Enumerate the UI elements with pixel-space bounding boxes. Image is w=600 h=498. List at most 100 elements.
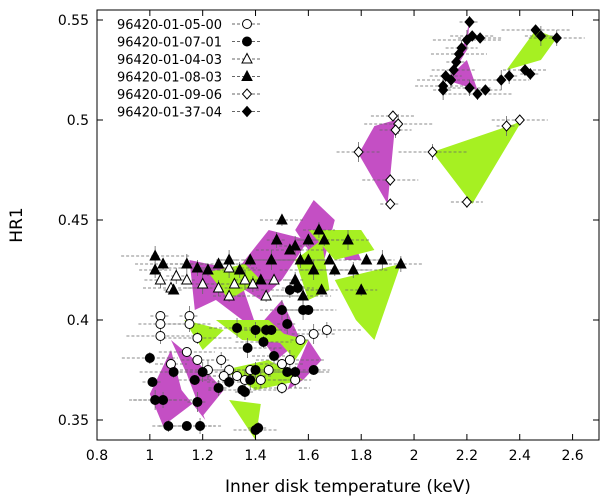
legend-label: 96420-01-04-03 — [117, 53, 222, 68]
point-filled-triangle — [202, 263, 214, 275]
legend-label: 96420-01-08-03 — [117, 71, 222, 86]
point-filled-diamond — [464, 82, 475, 94]
point-filled-circle — [158, 395, 169, 405]
y-axis-title: HR1 — [7, 207, 27, 242]
y-tick-label: 0.5 — [67, 113, 89, 129]
point-open-triangle — [247, 277, 259, 289]
point-filled-diamond — [448, 64, 459, 76]
x-tick-label: 2 — [410, 448, 419, 464]
y-tick-label: 0.55 — [58, 13, 89, 29]
point-filled-circle — [147, 377, 158, 387]
point-filled-circle — [276, 305, 287, 315]
legend-label: 96420-01-07-01 — [117, 36, 222, 51]
point-open-triangle — [154, 273, 167, 285]
plot-frame — [96, 9, 600, 441]
point-filled-diamond — [474, 32, 486, 44]
point-filled-triangle — [395, 257, 407, 269]
point-open-triangle — [268, 273, 280, 285]
point-open-circle — [263, 365, 274, 375]
point-filled-circle — [250, 425, 261, 435]
point-filled-triangle — [191, 261, 204, 273]
point-filled-circle — [224, 377, 235, 387]
point-filled-triangle — [347, 263, 360, 275]
point-filled-circle — [195, 421, 206, 431]
point-open-triangle — [223, 261, 235, 273]
point-open-circle — [255, 375, 266, 385]
point-open-circle — [192, 333, 203, 343]
point-filled-circle — [144, 353, 155, 363]
point-open-triangle — [223, 289, 235, 301]
legend-label: 96420-01-09-06 — [117, 88, 222, 103]
y-axis-ticks: 0.35 0.4 0.45 0.5 0.55 — [58, 13, 599, 429]
point-open-diamond — [461, 196, 473, 208]
point-filled-diamond — [480, 84, 491, 96]
point-filled-triangle — [265, 253, 278, 265]
point-open-circle — [184, 319, 195, 329]
point-filled-diamond — [453, 48, 465, 60]
point-open-circle — [155, 331, 166, 341]
point-open-circle — [192, 355, 203, 365]
point-open-circle — [308, 329, 319, 339]
point-open-triangle — [181, 273, 193, 285]
point-filled-triangle — [149, 263, 161, 275]
point-filled-circle — [168, 367, 179, 377]
point-filled-circle — [308, 365, 319, 375]
point-open-circle — [321, 325, 332, 335]
point-open-triangle — [212, 281, 225, 293]
point-filled-circle — [189, 375, 200, 385]
point-filled-triangle — [254, 273, 267, 285]
y-tick-label: 0.35 — [58, 413, 89, 429]
point-filled-triangle — [289, 239, 301, 251]
legend-marker — [241, 105, 253, 118]
x-tick-label: 1.8 — [350, 448, 372, 464]
point-open-triangle — [170, 269, 183, 281]
point-filled-circle — [232, 323, 243, 333]
region-magenta-9 — [453, 22, 470, 72]
x-axis-title: Inner disk temperature (keV) — [225, 477, 471, 497]
point-filled-circle — [250, 325, 261, 335]
point-filled-triangle — [289, 273, 301, 285]
region-green-20 — [268, 330, 309, 360]
point-filled-circle — [282, 367, 293, 377]
point-open-triangle — [228, 277, 241, 289]
point-open-triangle — [196, 277, 209, 289]
region-green-12 — [506, 30, 557, 70]
point-filled-circle — [163, 421, 174, 431]
point-open-circle — [216, 355, 227, 365]
point-filled-circle — [250, 365, 261, 375]
point-filled-diamond — [440, 70, 451, 82]
point-open-triangle — [239, 273, 251, 285]
point-filled-circle — [269, 351, 280, 361]
point-filled-circle — [239, 387, 250, 397]
point-filled-triangle — [149, 249, 161, 261]
point-filled-diamond — [451, 56, 462, 68]
point-filled-circle — [245, 375, 256, 385]
point-filled-triangle — [313, 223, 325, 235]
point-filled-circle — [292, 283, 303, 293]
point-open-diamond — [387, 110, 399, 122]
point-filled-triangle — [167, 283, 180, 295]
point-filled-triangle — [307, 263, 320, 275]
point-filled-diamond — [530, 24, 541, 36]
point-filled-diamond — [525, 68, 536, 80]
x-tick-label: 0.8 — [86, 448, 108, 464]
legend-marker — [242, 36, 252, 47]
region-green-21 — [184, 320, 224, 350]
point-filled-triangle — [181, 257, 193, 269]
point-open-circle — [276, 359, 287, 369]
point-filled-circle — [261, 325, 272, 335]
point-filled-triangle — [212, 257, 225, 269]
point-open-diamond — [385, 198, 396, 210]
legend-label: 96420-01-05-00 — [117, 18, 222, 33]
point-filled-triangle — [302, 253, 315, 265]
legend: 96420-01-05-00 96420-01-07-01 96420-01-04-… — [117, 18, 262, 121]
point-filled-diamond — [535, 30, 547, 42]
data-markers — [144, 16, 562, 435]
point-filled-circle — [192, 397, 203, 407]
x-axis-ticks: 0.8 1 1.2 1.4 1.6 1.8 2 2.2 2.4 2.6 — [86, 10, 584, 464]
point-filled-circle — [213, 383, 224, 393]
point-filled-triangle — [297, 289, 309, 301]
legend-marker — [241, 52, 253, 64]
point-filled-circle — [197, 367, 208, 377]
point-filled-circle — [242, 343, 253, 353]
